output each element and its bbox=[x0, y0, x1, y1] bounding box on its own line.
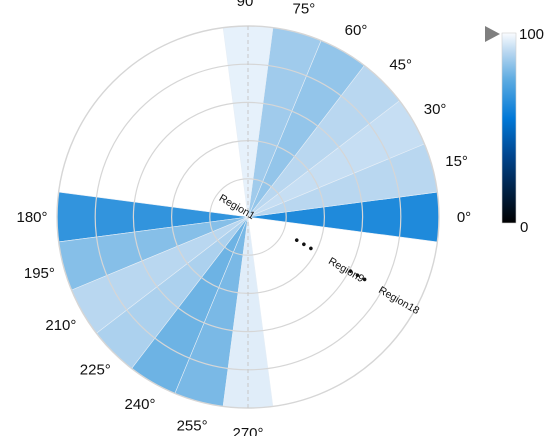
angle-label-195: 195° bbox=[24, 265, 55, 282]
angle-label-240: 240° bbox=[124, 396, 155, 413]
angle-label-0: 0° bbox=[457, 209, 471, 226]
colorbar-min-label: 0 bbox=[520, 219, 528, 236]
angle-label-90: 90° bbox=[237, 0, 260, 10]
angle-label-255: 255° bbox=[177, 418, 208, 435]
angle-label-45: 45° bbox=[389, 56, 412, 73]
grid-ring-1 bbox=[209, 178, 287, 256]
sector-layer bbox=[56, 25, 440, 409]
colorbar-max-label: 100 bbox=[519, 26, 544, 43]
angle-label-15: 15° bbox=[445, 153, 468, 170]
colorbar-gradient bbox=[501, 32, 517, 224]
angle-label-270: 270° bbox=[232, 425, 263, 436]
region-ellipsis-1: • • • bbox=[291, 232, 317, 256]
colorbar: 100 0 bbox=[485, 26, 544, 236]
colorbar-pointer-icon bbox=[485, 26, 500, 42]
grid-ring-3 bbox=[132, 101, 364, 333]
angle-label-210: 210° bbox=[45, 317, 76, 334]
angle-label-75: 75° bbox=[293, 0, 316, 17]
angle-tick-labels: 0° 15° 30° 45° 60° 75° 90° 180° 195° 210° 225° 240°… bbox=[16, 0, 471, 436]
region-label-3: Region18 bbox=[376, 284, 421, 317]
angle-label-225: 225° bbox=[80, 362, 111, 379]
angle-label-30: 30° bbox=[424, 101, 447, 118]
ring-grid bbox=[56, 25, 440, 409]
angle-label-60: 60° bbox=[345, 22, 368, 39]
angle-label-180: 180° bbox=[16, 209, 47, 226]
